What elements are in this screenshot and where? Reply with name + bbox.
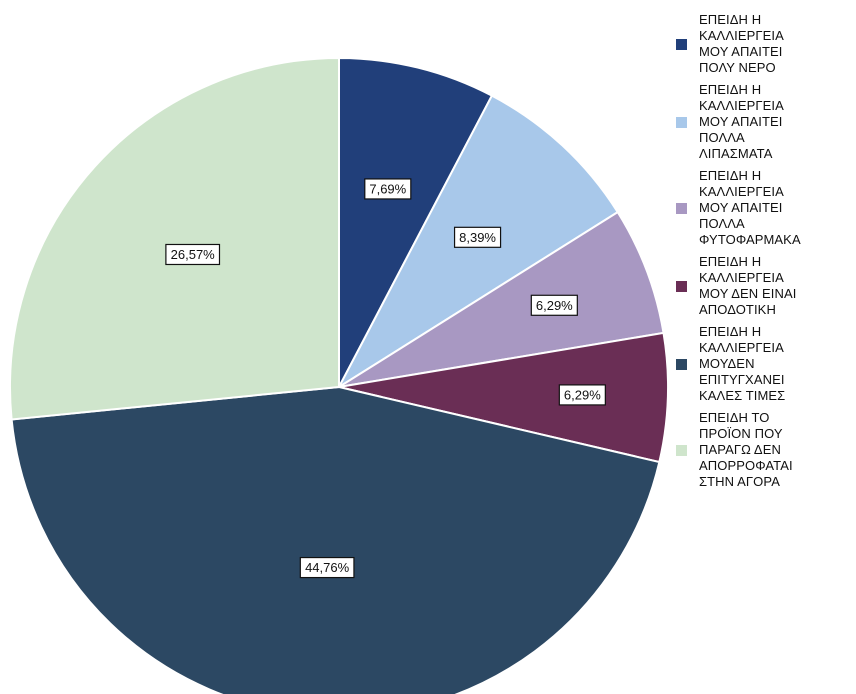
legend-item-6: ΕΠΕΙΔΗ ΤΟ ΠΡΟΪΟΝ ΠΟΥ ΠΑΡΑΓΩ ΔΕΝ ΑΠΟΡΡΟΦΑ… xyxy=(676,410,854,490)
legend-item-1: ΕΠΕΙΔΗ Η ΚΑΛΛΙΕΡΓΕΙΑ ΜΟΥ ΑΠΑΙΤΕΙ ΠΟΛΥ ΝΕ… xyxy=(676,12,854,76)
legend-label: ΕΠΕΙΔΗ ΤΟ ΠΡΟΪΟΝ ΠΟΥ ΠΑΡΑΓΩ ΔΕΝ ΑΠΟΡΡΟΦΑ… xyxy=(699,410,793,489)
legend-swatch xyxy=(676,202,687,214)
legend-swatch xyxy=(676,280,687,292)
pie-slice-3 xyxy=(338,210,665,388)
legend-item-5: ΕΠΕΙΔΗ Η ΚΑΛΛΙΕΡΓΕΙΑ ΜΟΥΔΕΝ ΕΠΙΤΥΓΧΑΝΕΙ … xyxy=(676,324,854,404)
legend-label: ΕΠΕΙΔΗ Η ΚΑΛΛΙΕΡΓΕΙΑ ΜΟΥΔΕΝ ΕΠΙΤΥΓΧΑΝΕΙ … xyxy=(699,324,786,403)
slice-label-text: 7,69% xyxy=(369,181,406,196)
slice-label-box xyxy=(453,226,502,248)
slice-label-text: 44,76% xyxy=(305,560,350,575)
legend-swatch xyxy=(676,38,687,50)
chart-legend: ΕΠΕΙΔΗ Η ΚΑΛΛΙΕΡΓΕΙΑ ΜΟΥ ΑΠΑΙΤΕΙ ΠΟΛΥ ΝΕ… xyxy=(676,12,854,496)
pie-slice-4 xyxy=(338,331,669,464)
legend-swatch xyxy=(676,116,687,128)
slice-label-box xyxy=(530,294,578,316)
slice-label-text: 6,29% xyxy=(536,298,573,313)
legend-swatch xyxy=(676,444,687,456)
slice-label-text: 6,29% xyxy=(564,387,601,402)
legend-label: ΕΠΕΙΔΗ Η ΚΑΛΛΙΕΡΓΕΙΑ ΜΟΥ ΑΠΑΙΤΕΙ ΠΟΛΛΑ Λ… xyxy=(699,82,784,161)
slice-label-box xyxy=(558,384,606,406)
legend-item-3: ΕΠΕΙΔΗ Η ΚΑΛΛΙΕΡΓΕΙΑ ΜΟΥ ΑΠΑΙΤΕΙ ΠΟΛΛΑ Φ… xyxy=(676,168,854,248)
slice-data-label-2: 8,39% xyxy=(453,226,502,248)
pie-chart-svg: 7,69% 8,39% 6,29% 6,29% 44,76% 26,57% xyxy=(9,56,669,694)
slice-data-label-3: 6,29% xyxy=(530,294,578,316)
slice-label-box xyxy=(165,243,221,266)
legend-label: ΕΠΕΙΔΗ Η ΚΑΛΛΙΕΡΓΕΙΑ ΜΟΥ ΑΠΑΙΤΕΙ ΠΟΛΥ ΝΕ… xyxy=(699,12,784,75)
slice-data-label-4: 6,29% xyxy=(558,384,606,406)
legend-label: ΕΠΕΙΔΗ Η ΚΑΛΛΙΕΡΓΕΙΑ ΜΟΥ ΔΕΝ ΕΙΝΑΙ ΑΠΟΔΟ… xyxy=(699,254,797,317)
slice-data-label-5: 44,76% xyxy=(299,556,355,579)
slice-label-text: 8,39% xyxy=(459,230,496,245)
slice-label-box xyxy=(364,178,412,200)
pie-slice-1 xyxy=(338,56,494,388)
slice-label-text: 26,57% xyxy=(171,247,216,262)
slice-data-label-1: 7,69% xyxy=(364,178,412,200)
slice-data-label-6: 26,57% xyxy=(165,243,221,266)
slice-label-box xyxy=(299,556,355,579)
legend-item-4: ΕΠΕΙΔΗ Η ΚΑΛΛΙΕΡΓΕΙΑ ΜΟΥ ΔΕΝ ΕΙΝΑΙ ΑΠΟΔΟ… xyxy=(676,254,854,318)
legend-item-2: ΕΠΕΙΔΗ Η ΚΑΛΛΙΕΡΓΕΙΑ ΜΟΥ ΑΠΑΙΤΕΙ ΠΟΛΛΑ Λ… xyxy=(676,82,854,162)
pie-slice-6 xyxy=(9,56,340,421)
legend-label: ΕΠΕΙΔΗ Η ΚΑΛΛΙΕΡΓΕΙΑ ΜΟΥ ΑΠΑΙΤΕΙ ΠΟΛΛΑ Φ… xyxy=(699,168,801,247)
legend-swatch xyxy=(676,358,687,370)
pie-slice-5 xyxy=(10,385,661,694)
